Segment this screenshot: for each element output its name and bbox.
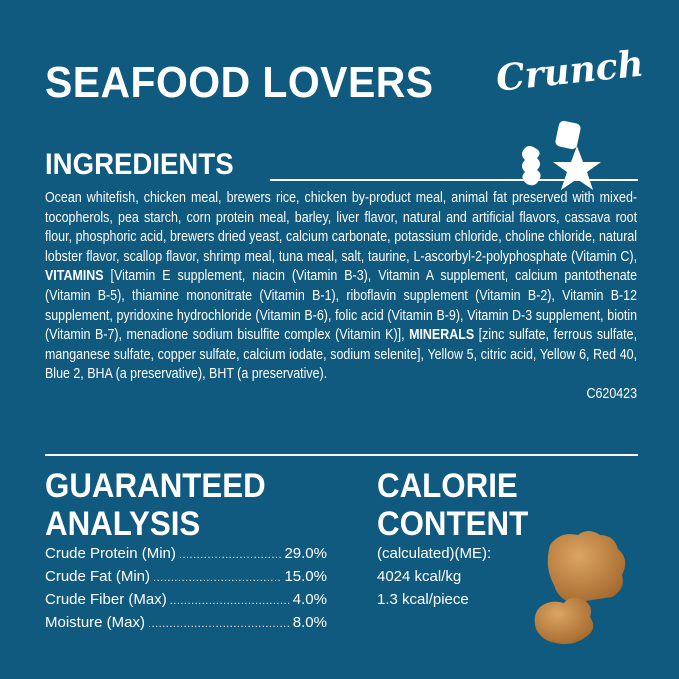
kibble-photo-icon bbox=[534, 531, 626, 645]
analysis-row: Crude Protein (Min) 29.0% bbox=[45, 542, 327, 565]
calorie-per-piece: 1.3 kcal/piece bbox=[377, 591, 469, 608]
row-label: Crude Fat (Min) bbox=[45, 568, 151, 585]
ingredients-heading: INGREDIENTS bbox=[45, 148, 234, 181]
analysis-row: Crude Fat (Min) 15.0% bbox=[45, 565, 327, 588]
calorie-content: (calculated)(ME): 4024 kcal/kg 1.3 kcal/… bbox=[377, 542, 491, 611]
heading-line: CONTENT bbox=[377, 505, 529, 543]
row-label: Moisture (Max) bbox=[45, 614, 146, 631]
heading-line: GUARANTEED bbox=[45, 467, 266, 505]
heading-line: ANALYSIS bbox=[45, 505, 201, 543]
analysis-table: Crude Protein (Min) 29.0% Crude Fat (Min)… bbox=[45, 542, 327, 634]
dot-leader bbox=[170, 590, 290, 613]
ingredients-part1: Ocean whitefish, chicken meal, brewers r… bbox=[45, 189, 638, 265]
calorie-per-kg: 4024 kcal/kg bbox=[377, 568, 462, 585]
heading-line: CALORIE bbox=[377, 467, 518, 505]
row-label: Crude Protein (Min) bbox=[45, 545, 176, 562]
calorie-method: (calculated)(ME): bbox=[377, 545, 492, 562]
product-code: C620423 bbox=[586, 384, 638, 402]
ingredients-text: Ocean whitefish, chicken meal, brewers r… bbox=[45, 188, 637, 404]
dot-leader bbox=[153, 567, 281, 590]
analysis-row: Crude Fiber (Max) 4.0% bbox=[45, 588, 327, 611]
row-value: 29.0% bbox=[284, 545, 327, 562]
minerals-label: MINERALS bbox=[409, 326, 475, 344]
heading-rule bbox=[270, 179, 638, 181]
product-title: SEAFOOD LOVERS bbox=[45, 58, 434, 107]
ingredients-block: Ocean whitefish, chicken meal, brewers r… bbox=[45, 188, 637, 404]
calorie-content-heading: CALORIE CONTENT bbox=[377, 467, 528, 543]
guaranteed-analysis-heading: GUARANTEED ANALYSIS bbox=[45, 467, 266, 543]
section-divider bbox=[45, 454, 638, 456]
vitamins-label: VITAMINS bbox=[45, 267, 104, 285]
product-subtitle: Crunch bbox=[494, 42, 646, 100]
dot-leader bbox=[179, 544, 282, 567]
row-value: 8.0% bbox=[292, 614, 327, 631]
row-value: 15.0% bbox=[284, 568, 327, 585]
analysis-row: Moisture (Max) 8.0% bbox=[45, 611, 327, 634]
row-value: 4.0% bbox=[292, 591, 327, 608]
ingredients-part2: [Vitamin E supplement, niacin (Vitamin B… bbox=[45, 267, 638, 344]
row-label: Crude Fiber (Max) bbox=[45, 591, 167, 608]
ingredients-part3: [zinc sulfate, ferrous sulfate, manganes… bbox=[45, 326, 638, 383]
dot-leader bbox=[148, 613, 290, 636]
